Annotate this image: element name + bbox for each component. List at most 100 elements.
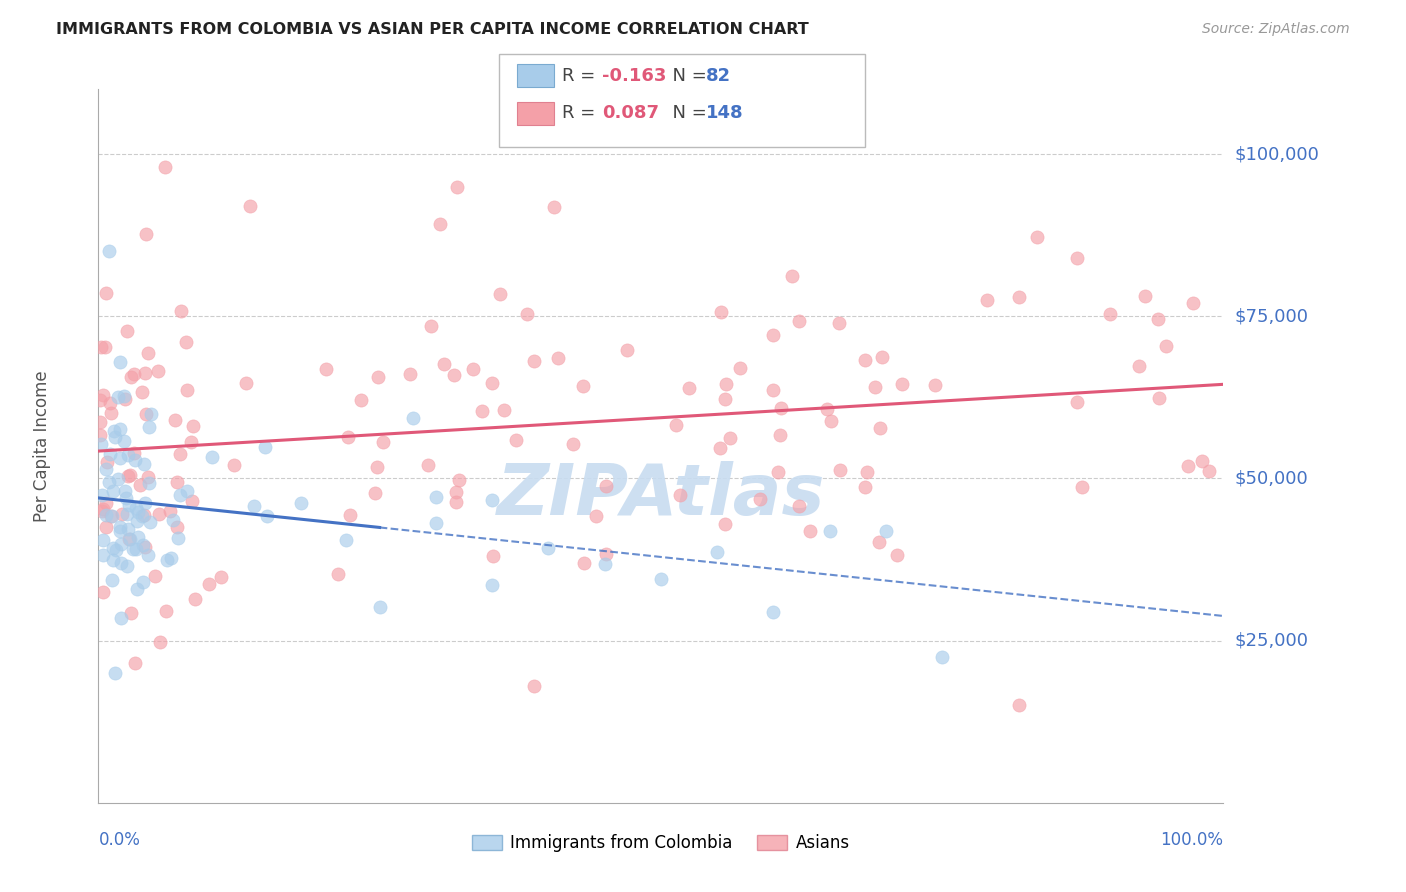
Asians [443, 368, 465, 382]
Immigrants from Colombia [176, 483, 198, 498]
Asians [449, 474, 471, 488]
Asians [117, 468, 139, 483]
Immigrants from Colombia [110, 450, 132, 465]
Immigrants from Colombia [256, 509, 278, 524]
Asians [122, 446, 145, 460]
Asians [572, 378, 595, 392]
Asians [419, 318, 441, 333]
Asians [180, 434, 202, 449]
Asians [595, 548, 617, 562]
Immigrants from Colombia [166, 531, 188, 545]
Asians [120, 370, 142, 384]
Asians [136, 346, 159, 360]
Asians [924, 378, 946, 392]
Asians [166, 475, 188, 490]
Asians [678, 381, 700, 395]
Immigrants from Colombia [105, 542, 128, 557]
Asians [93, 501, 115, 516]
Immigrants from Colombia [117, 448, 139, 462]
Asians [1071, 481, 1094, 495]
Asians [128, 478, 150, 492]
Text: 148: 148 [706, 104, 744, 122]
Immigrants from Colombia [160, 551, 183, 566]
Asians [886, 548, 908, 562]
Immigrants from Colombia [103, 424, 125, 438]
Asians [709, 442, 731, 456]
Text: $50,000: $50,000 [1234, 469, 1308, 487]
Asians [828, 316, 851, 330]
Asians [197, 577, 219, 591]
Asians [211, 570, 233, 584]
Asians [184, 592, 207, 607]
Immigrants from Colombia [593, 557, 616, 571]
Asians [134, 540, 156, 554]
Immigrants from Colombia [481, 577, 503, 591]
Immigrants from Colombia [650, 572, 672, 586]
Asians [669, 488, 692, 502]
Asians [339, 508, 361, 522]
Immigrants from Colombia [103, 553, 125, 567]
Asians [730, 361, 752, 376]
Asians [1128, 359, 1150, 374]
Immigrants from Colombia [93, 533, 115, 547]
Immigrants from Colombia [114, 484, 136, 499]
Asians [124, 367, 146, 381]
Asians [115, 324, 138, 338]
Asians [364, 485, 387, 500]
Immigrants from Colombia [108, 354, 131, 368]
Immigrants from Colombia [115, 491, 138, 506]
Asians [135, 407, 157, 421]
Immigrants from Colombia [98, 447, 121, 461]
Immigrants from Colombia [91, 549, 114, 563]
Asians [665, 417, 688, 432]
Asians [891, 376, 914, 391]
Asians [429, 217, 451, 231]
Asians [1066, 252, 1088, 266]
Immigrants from Colombia [110, 556, 132, 570]
Immigrants from Colombia [138, 476, 160, 491]
Immigrants from Colombia [117, 522, 139, 536]
Immigrants from Colombia [112, 388, 135, 402]
Immigrants from Colombia [101, 484, 124, 499]
Asians [124, 657, 146, 671]
Immigrants from Colombia [124, 453, 146, 467]
Asians [523, 353, 546, 368]
Asians [585, 509, 607, 524]
Asians [118, 533, 141, 547]
Immigrants from Colombia [101, 541, 124, 555]
Asians [94, 496, 117, 510]
Asians [787, 500, 810, 514]
Asians [787, 314, 810, 328]
Immigrants from Colombia [125, 514, 148, 528]
Immigrants from Colombia [97, 244, 120, 259]
Asians [446, 495, 468, 509]
Asians [433, 357, 456, 371]
Asians [170, 304, 193, 318]
Asians [155, 604, 177, 618]
Asians [543, 200, 565, 214]
Asians [132, 508, 155, 522]
Asians [90, 341, 112, 355]
Immigrants from Colombia [290, 496, 312, 510]
Asians [1008, 290, 1031, 304]
Asians [148, 508, 170, 522]
Immigrants from Colombia [141, 407, 163, 421]
Immigrants from Colombia [131, 508, 153, 523]
Text: $100,000: $100,000 [1234, 145, 1319, 163]
Immigrants from Colombia [425, 516, 447, 530]
Text: R =: R = [562, 104, 602, 122]
Immigrants from Colombia [132, 537, 155, 551]
Asians [547, 351, 569, 366]
Immigrants from Colombia [132, 457, 155, 471]
Asians [863, 380, 886, 394]
Immigrants from Colombia [254, 441, 277, 455]
Asians [815, 401, 838, 416]
Immigrants from Colombia [110, 537, 132, 551]
Asians [165, 413, 187, 427]
Asians [494, 402, 516, 417]
Immigrants from Colombia [110, 520, 132, 534]
Asians [855, 353, 877, 368]
Asians [766, 465, 789, 479]
Immigrants from Colombia [94, 508, 117, 522]
Asians [446, 179, 468, 194]
